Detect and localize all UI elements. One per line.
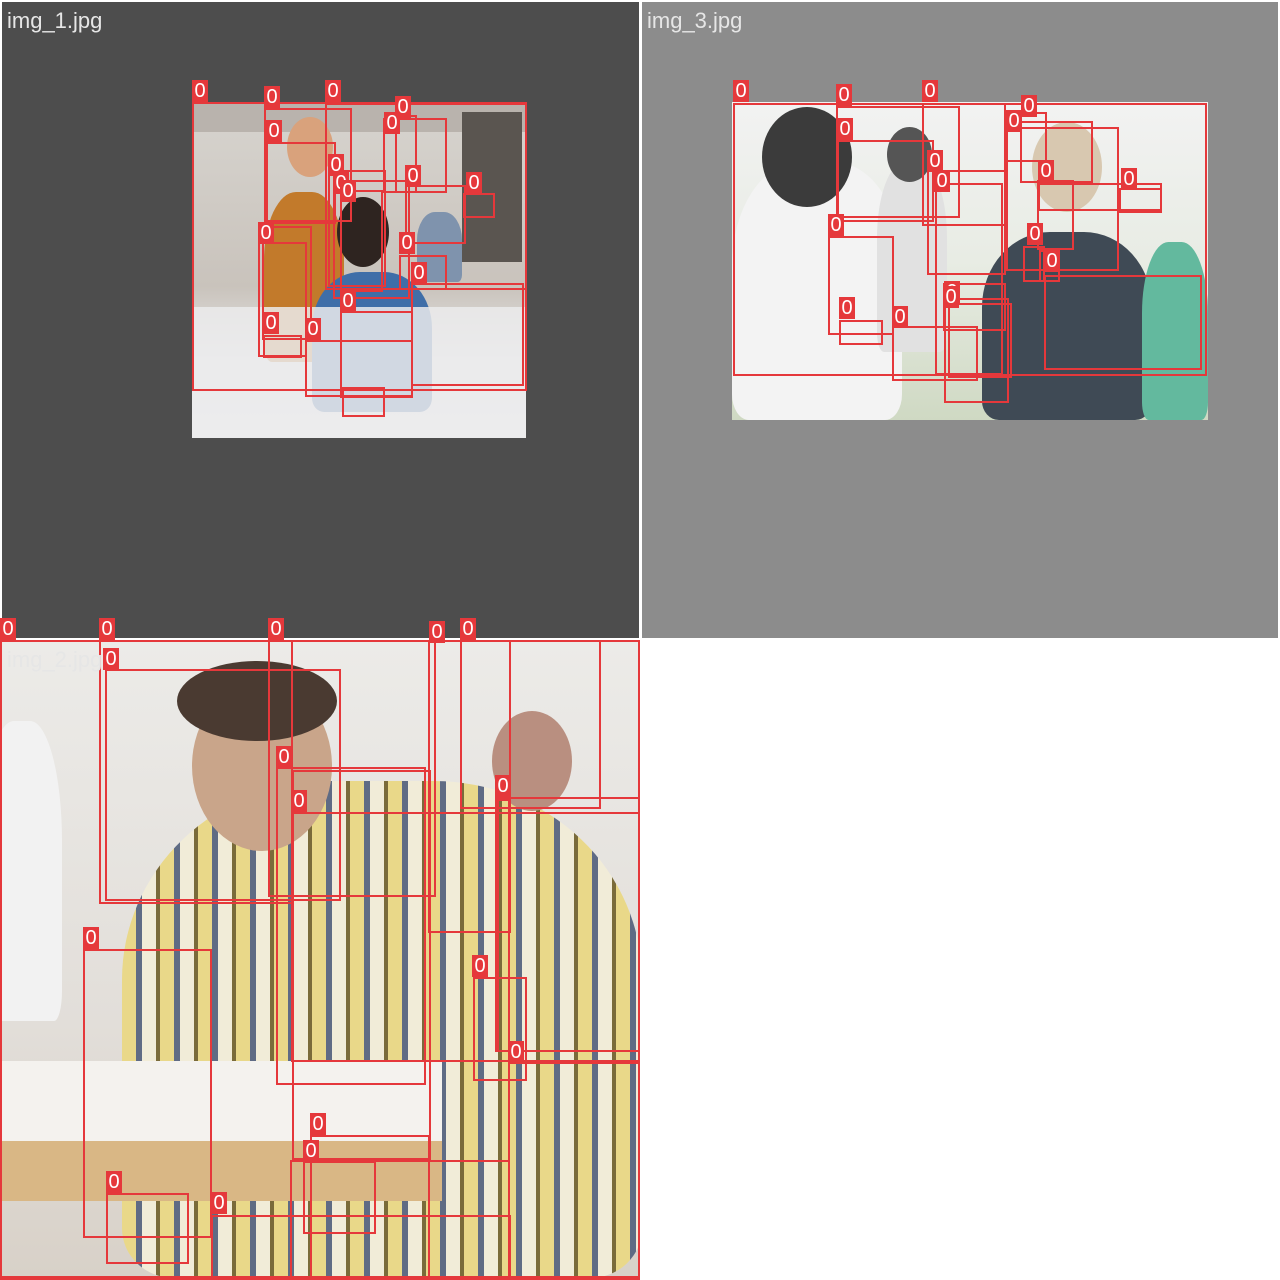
class-label-tag: 0 (211, 1192, 227, 1214)
detection-bounding-box (303, 1161, 376, 1234)
detection-bounding-box (263, 335, 302, 358)
detection-bounding-box (105, 669, 341, 901)
class-label-tag: 0 (263, 312, 279, 334)
class-label-tag: 0 (495, 775, 511, 797)
detection-bounding-box (340, 311, 413, 398)
class-label-tag: 0 (1006, 110, 1022, 132)
class-label-tag: 0 (733, 80, 749, 102)
class-label-tag: 0 (268, 618, 284, 640)
class-label-tag: 0 (405, 165, 421, 187)
class-label-tag: 0 (99, 618, 115, 640)
detection-bounding-box (828, 236, 894, 335)
detection-bounding-box (0, 640, 640, 1278)
tile-title: img_2.jpg (7, 647, 103, 672)
mosaic-tile-img-3: img_3.jpg (642, 2, 1278, 638)
detection-bounding-box (1044, 275, 1202, 370)
detection-bounding-box (1020, 121, 1093, 183)
class-label-tag: 0 (429, 621, 445, 643)
detection-bounding-box (473, 977, 527, 1081)
class-label-tag: 0 (0, 618, 16, 640)
detection-bounding-box (211, 1215, 511, 1280)
class-label-tag: 0 (103, 648, 119, 670)
class-label-tag: 0 (472, 955, 488, 977)
detection-bounding-box (83, 949, 212, 1238)
class-label-tag: 0 (828, 214, 844, 236)
class-label-tag: 0 (258, 222, 274, 244)
detection-bounding-box (266, 142, 336, 224)
class-label-tag: 0 (1027, 223, 1043, 245)
class-label-tag: 0 (266, 120, 282, 142)
detection-bounding-box (892, 326, 978, 381)
class-label-tag: 0 (303, 1140, 319, 1162)
detection-bounding-box (1023, 246, 1045, 282)
detection-bounding-box (1119, 188, 1162, 213)
detection-bounding-box (99, 640, 293, 904)
detection-bounding-box (0, 640, 640, 1280)
class-label-tag: 0 (892, 306, 908, 328)
detection-bounding-box (935, 183, 1003, 375)
class-label-tag: 0 (305, 318, 321, 340)
class-label-tag: 0 (837, 118, 853, 140)
class-label-tag: 0 (836, 84, 852, 106)
detection-bounding-box (1038, 183, 1162, 211)
class-label-tag: 0 (943, 286, 959, 308)
class-label-tag: 0 (291, 790, 307, 812)
detection-bounding-box (292, 770, 431, 1160)
detection-bounding-box (944, 298, 1009, 403)
class-label-tag: 0 (325, 80, 341, 102)
tile-title: img_1.jpg (7, 8, 103, 33)
class-label-tag: 0 (1021, 95, 1037, 117)
detection-bounding-box (1006, 127, 1119, 271)
class-label-tag: 0 (508, 1041, 524, 1063)
class-label-tag: 0 (310, 1113, 326, 1135)
class-label-tag: 0 (340, 290, 356, 312)
class-label-tag: 0 (384, 112, 400, 134)
class-label-tag: 0 (460, 618, 476, 640)
class-label-tag: 0 (83, 927, 99, 949)
detection-bounding-box (733, 103, 1207, 376)
photo-img-3 (732, 102, 1208, 420)
detection-bounding-box (463, 193, 495, 218)
detection-bounding-box (291, 812, 640, 1062)
detection-bounding-box (839, 320, 883, 345)
detection-bounding-box (258, 242, 307, 357)
detection-bounding-box (276, 767, 426, 1085)
class-label-tag: 0 (192, 80, 208, 102)
detection-bounding-box (192, 102, 527, 391)
detection-bounding-box (495, 797, 640, 1052)
class-label-tag: 0 (922, 80, 938, 102)
detection-bounding-box (310, 1135, 430, 1280)
detection-bounding-box (268, 640, 436, 897)
class-label-tag: 0 (466, 172, 482, 194)
class-label-tag: 0 (1038, 160, 1054, 182)
class-label-tag: 0 (839, 297, 855, 319)
detection-bounding-box (948, 303, 1012, 378)
detection-bounding-box (497, 799, 510, 1052)
detection-bounding-box (305, 340, 413, 397)
class-label-tag: 0 (340, 180, 356, 202)
class-label-tag: 0 (927, 150, 943, 172)
detection-bounding-box (508, 1062, 640, 1280)
detection-bounding-box (411, 283, 524, 386)
detection-bounding-box (106, 1193, 189, 1264)
class-label-tag: 0 (1121, 168, 1137, 190)
class-label-tag: 0 (411, 262, 427, 284)
detection-bounding-box (837, 140, 934, 222)
detection-bounding-box (340, 190, 383, 292)
class-label-tag: 0 (934, 170, 950, 192)
detection-bounding-box (342, 387, 385, 417)
detection-bounding-box (460, 640, 601, 809)
class-label-tag: 0 (1044, 250, 1060, 272)
detection-bounding-box (290, 1160, 510, 1280)
class-label-tag: 0 (399, 232, 415, 254)
class-label-tag: 0 (276, 746, 292, 768)
tile-title: img_3.jpg (647, 8, 743, 33)
class-label-tag: 0 (106, 1171, 122, 1193)
class-label-tag: 0 (264, 86, 280, 108)
